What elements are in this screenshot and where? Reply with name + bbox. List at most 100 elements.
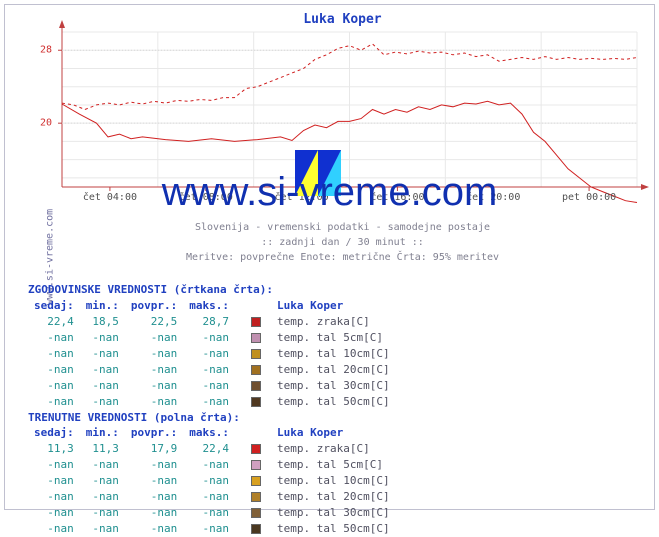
value-cell: 22,4 <box>28 314 80 330</box>
value-cell: -nan <box>183 457 235 473</box>
series-label: temp. tal 20cm[C] <box>271 362 396 378</box>
historical-heading: ZGODOVINSKE VREDNOSTI (črtkana črta): <box>28 282 396 298</box>
value-cell: -nan <box>28 330 80 346</box>
series-label: temp. tal 10cm[C] <box>271 473 396 489</box>
x-tick-label: čet 04:00 <box>83 192 137 203</box>
caption-line-3: Meritve: povprečne Enote: metrične Črta:… <box>40 250 645 265</box>
value-cell: -nan <box>183 346 235 362</box>
column-header: min.: <box>80 298 125 314</box>
table-row: 22,418,522,528,7temp. zraka[C] <box>28 314 396 330</box>
value-cell: -nan <box>183 489 235 505</box>
legend-swatch <box>251 333 261 343</box>
x-tick-label: čet 20:00 <box>466 192 520 203</box>
value-cell: -nan <box>125 330 183 346</box>
chart-svg <box>62 32 637 187</box>
chart-area: Luka Koper 2028čet 04:00čet 08:00čet 12:… <box>40 12 645 212</box>
value-cell: -nan <box>183 521 235 537</box>
value-cell: -nan <box>80 521 125 537</box>
table-row: -nan-nan-nan-nantemp. tal 10cm[C] <box>28 346 396 362</box>
legend-swatch <box>251 444 261 454</box>
value-cell: -nan <box>125 505 183 521</box>
value-cell: -nan <box>125 346 183 362</box>
legend-swatch <box>251 365 261 375</box>
current-heading: TRENUTNE VREDNOSTI (polna črta): <box>28 410 396 426</box>
series-label: temp. zraka[C] <box>271 314 396 330</box>
series-label: temp. tal 30cm[C] <box>271 505 396 521</box>
column-header: sedaj: <box>28 298 80 314</box>
value-cell: -nan <box>80 457 125 473</box>
table-row: -nan-nan-nan-nantemp. tal 30cm[C] <box>28 378 396 394</box>
legend-swatch <box>251 460 261 470</box>
table-row: -nan-nan-nan-nantemp. tal 30cm[C] <box>28 505 396 521</box>
value-cell: -nan <box>28 362 80 378</box>
series-label: temp. tal 10cm[C] <box>271 346 396 362</box>
series-label: temp. tal 5cm[C] <box>271 330 396 346</box>
value-cell: 11,3 <box>80 441 125 457</box>
legend-swatch <box>251 381 261 391</box>
value-cell: -nan <box>28 505 80 521</box>
value-cell: -nan <box>28 473 80 489</box>
series-label: temp. tal 30cm[C] <box>271 378 396 394</box>
value-cell: -nan <box>28 457 80 473</box>
column-header: sedaj: <box>28 425 80 441</box>
value-cell: -nan <box>125 489 183 505</box>
table-row: -nan-nan-nan-nantemp. tal 5cm[C] <box>28 330 396 346</box>
y-tick-label: 28 <box>40 45 52 56</box>
table-row: -nan-nan-nan-nantemp. tal 50cm[C] <box>28 394 396 410</box>
value-cell: 17,9 <box>125 441 183 457</box>
caption-line-1: Slovenija - vremenski podatki - samodejn… <box>40 220 645 235</box>
historical-table: sedaj:min.:povpr.:maks.:Luka Koper22,418… <box>28 298 396 410</box>
legend-swatch <box>251 349 261 359</box>
value-cell: -nan <box>183 473 235 489</box>
value-cell: -nan <box>125 378 183 394</box>
value-cell: -nan <box>183 394 235 410</box>
legend-swatch <box>251 397 261 407</box>
value-cell: -nan <box>80 394 125 410</box>
station-name: Luka Koper <box>271 425 396 441</box>
value-cell: -nan <box>28 521 80 537</box>
chart-title: Luka Koper <box>40 12 645 27</box>
value-cell: -nan <box>183 362 235 378</box>
legend-swatch <box>251 317 261 327</box>
legend-swatch <box>251 492 261 502</box>
column-header: maks.: <box>183 298 235 314</box>
value-cell: -nan <box>28 489 80 505</box>
value-cell: -nan <box>183 505 235 521</box>
caption-line-2: :: zadnji dan / 30 minut :: <box>40 235 645 250</box>
value-cell: -nan <box>125 394 183 410</box>
value-cell: -nan <box>80 505 125 521</box>
current-table: sedaj:min.:povpr.:maks.:Luka Koper11,311… <box>28 425 396 537</box>
column-header: maks.: <box>183 425 235 441</box>
value-cell: -nan <box>80 473 125 489</box>
value-cell: -nan <box>80 378 125 394</box>
value-cell: -nan <box>183 330 235 346</box>
watermark-logo <box>295 150 341 196</box>
value-cell: -nan <box>80 330 125 346</box>
table-row: -nan-nan-nan-nantemp. tal 50cm[C] <box>28 521 396 537</box>
legend-swatch <box>251 508 261 518</box>
value-cell: 18,5 <box>80 314 125 330</box>
y-tick-label: 20 <box>40 118 52 129</box>
chart-captions: Slovenija - vremenski podatki - samodejn… <box>40 220 645 265</box>
value-cell: -nan <box>125 473 183 489</box>
column-header: povpr.: <box>125 298 183 314</box>
table-row: -nan-nan-nan-nantemp. tal 20cm[C] <box>28 362 396 378</box>
x-tick-label: čet 08:00 <box>179 192 233 203</box>
value-cell: 22,4 <box>183 441 235 457</box>
value-cell: -nan <box>80 362 125 378</box>
x-tick-label: pet 00:00 <box>562 192 616 203</box>
series-label: temp. zraka[C] <box>271 441 396 457</box>
value-cell: -nan <box>125 521 183 537</box>
legend-swatch <box>251 476 261 486</box>
series-label: temp. tal 50cm[C] <box>271 521 396 537</box>
value-cell: -nan <box>28 378 80 394</box>
legend-swatch <box>251 524 261 534</box>
value-cell: -nan <box>125 362 183 378</box>
table-row: -nan-nan-nan-nantemp. tal 20cm[C] <box>28 489 396 505</box>
series-label: temp. tal 20cm[C] <box>271 489 396 505</box>
value-cell: -nan <box>80 489 125 505</box>
value-cell: -nan <box>183 378 235 394</box>
value-cell: -nan <box>28 394 80 410</box>
column-header: povpr.: <box>125 425 183 441</box>
station-name: Luka Koper <box>271 298 396 314</box>
